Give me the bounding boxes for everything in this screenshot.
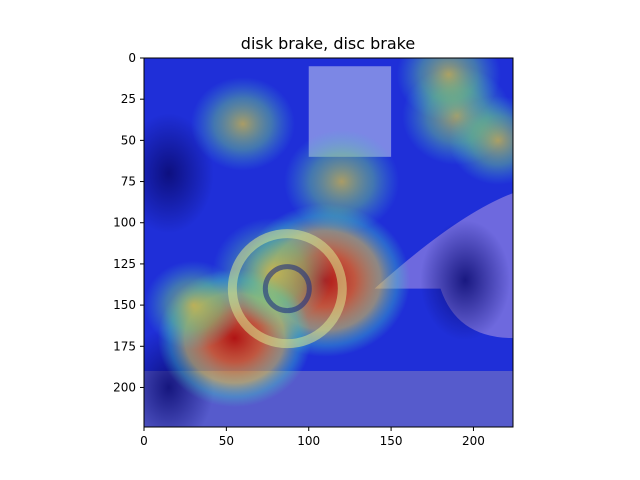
y-tick-label: 50 [121,133,136,147]
y-tick-label: 0 [128,51,136,65]
chart-title: disk brake, disc brake [241,34,415,53]
y-tick-label: 25 [121,92,136,106]
plot-frame [143,57,514,428]
rotor-ring [227,229,347,349]
heat-hotspot [144,260,243,350]
x-tick-label: 200 [462,434,485,448]
x-tick-label: 150 [380,434,403,448]
y-tick-label: 200 [113,380,136,394]
y-axis: 0 25 50 75 100 125 150 175 200 [113,51,144,394]
heat-hotspot [448,96,513,185]
x-tick-label: 0 [140,434,148,448]
x-tick-label: 50 [219,434,234,448]
heatmap-image [144,58,513,427]
x-axis: 0 50 100 150 200 [140,427,485,448]
heat-hotspot [190,77,295,171]
rotor-hub [262,264,312,314]
heat-overlay [144,58,513,427]
y-tick-label: 150 [113,298,136,312]
y-tick-label: 100 [113,216,136,230]
y-tick-label: 175 [113,339,136,353]
x-tick-label: 100 [297,434,320,448]
cold-region [420,220,511,341]
y-tick-label: 75 [121,175,136,189]
y-tick-label: 125 [113,257,136,271]
heat-hotspot [284,129,400,234]
